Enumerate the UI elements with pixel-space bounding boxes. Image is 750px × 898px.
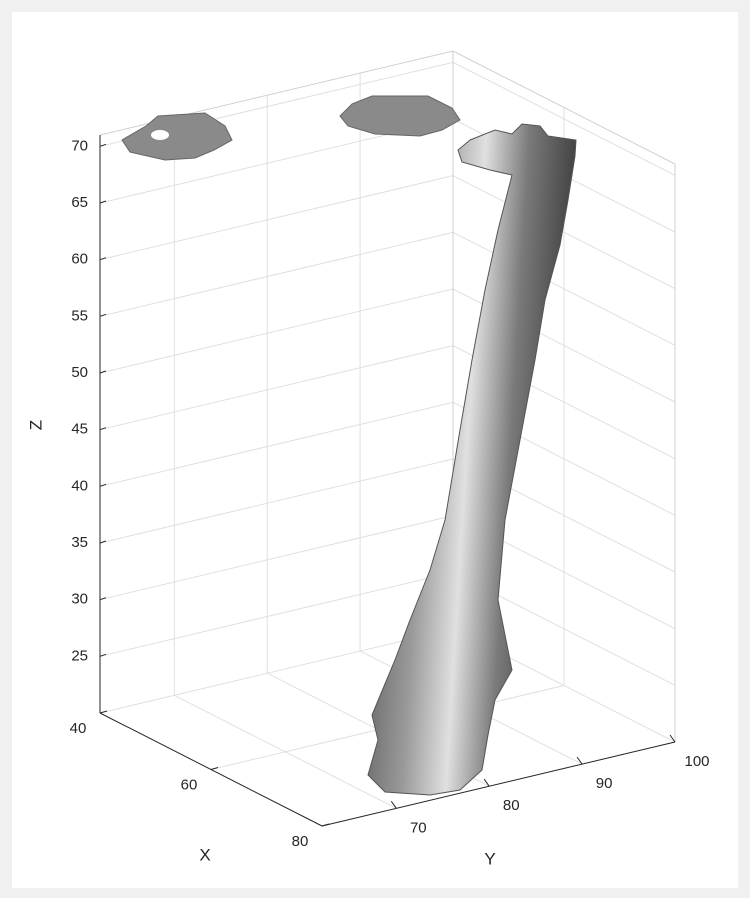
y-axis-label: Y — [484, 849, 495, 868]
y-tick-label: 90 — [596, 775, 613, 792]
y-tick-label: 80 — [503, 797, 520, 814]
z-tick-label: 35 — [71, 534, 88, 551]
z-tick-label: 70 — [71, 137, 88, 154]
x-axis-label: X — [199, 845, 210, 864]
x-tick-label: 60 — [181, 776, 198, 793]
figure: 25303540455055606570406080708090100 Z X … — [0, 0, 750, 898]
x-tick-label: 80 — [292, 833, 309, 850]
surface-hole — [151, 130, 169, 140]
z-tick-label: 40 — [71, 477, 88, 494]
y-tick-label: 70 — [410, 819, 427, 836]
x-tick-label: 40 — [70, 720, 87, 737]
z-tick-label: 50 — [71, 364, 88, 381]
z-tick-label: 45 — [71, 421, 88, 438]
z-axis-label: Z — [26, 420, 45, 430]
y-tick-label: 100 — [684, 753, 709, 770]
z-tick-label: 25 — [71, 647, 88, 664]
z-tick-label: 60 — [71, 251, 88, 268]
z-tick-label: 55 — [71, 307, 88, 324]
z-tick-label: 65 — [71, 194, 88, 211]
z-tick-label: 30 — [71, 591, 88, 608]
